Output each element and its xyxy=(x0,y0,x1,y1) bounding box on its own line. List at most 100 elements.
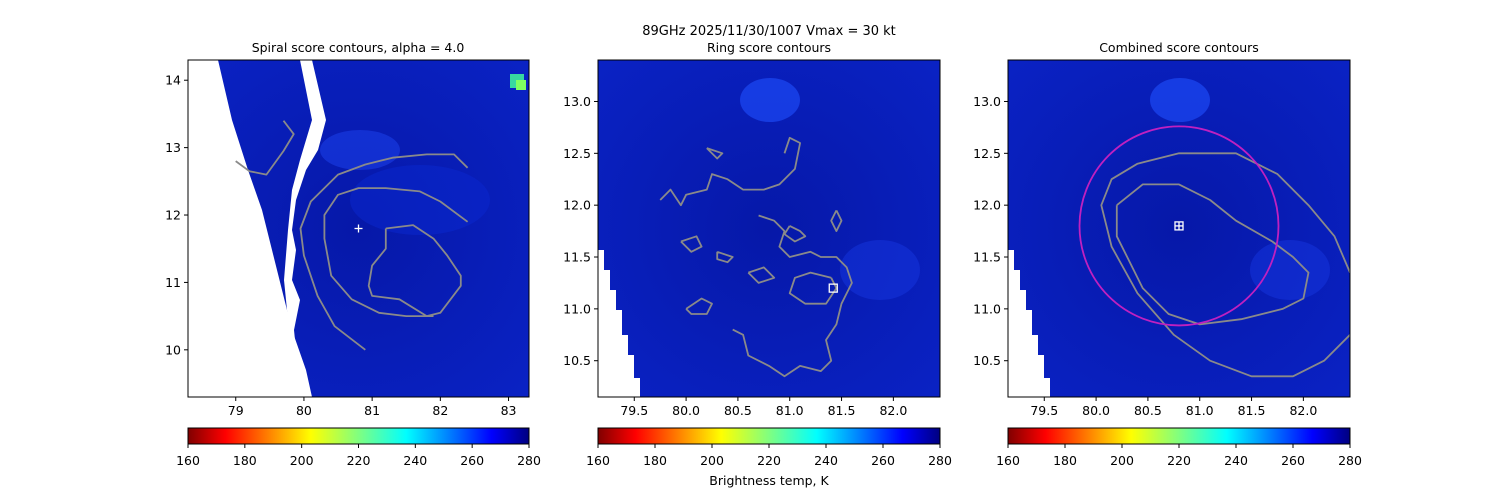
y-axis-ring: 10.5 11.0 11.5 12.0 12.5 13.0 xyxy=(563,94,598,368)
colorbar-tick-label: 280 xyxy=(928,453,952,468)
x-tick-label: 80.5 xyxy=(724,403,752,418)
colorbar-gradient xyxy=(187,427,530,445)
contour-line xyxy=(1100,152,1350,378)
x-tick-label: 79.5 xyxy=(620,403,648,418)
x-tick-label: 81.0 xyxy=(1186,403,1214,418)
colorbar-label: Brightness temp, K xyxy=(709,473,829,488)
colorbar-gradient xyxy=(597,427,941,445)
missing-data-swath xyxy=(1008,250,1050,397)
y-axis-spiral: 10 11 12 13 14 xyxy=(165,73,188,357)
y-tick-label: 11.0 xyxy=(973,301,1001,316)
colorbar-gradient xyxy=(1007,427,1351,445)
contour-line xyxy=(732,214,853,378)
center-marker-ring xyxy=(828,283,838,293)
cold-cloud-patch xyxy=(1250,240,1330,300)
y-axis-combined: 10.5 11.0 11.5 12.0 12.5 13.0 xyxy=(973,94,1008,368)
contour-line xyxy=(830,209,843,232)
x-tick-label: 82.0 xyxy=(1289,403,1317,418)
center-square xyxy=(828,283,838,293)
x-tick-label: 81.0 xyxy=(776,403,804,418)
y-tick-label: 12 xyxy=(165,208,181,223)
contour-set-combined xyxy=(1100,152,1350,378)
panel-ring: Ring score contours 79.5 80.0 80.5 81.0 81.5… xyxy=(563,40,941,418)
panel-title-spiral: Spiral score contours, alpha = 4.0 xyxy=(252,40,465,55)
search-radius-circle xyxy=(1078,125,1280,327)
contour-line xyxy=(685,297,713,315)
missing-data-notch xyxy=(284,60,326,350)
y-tick-label: 11.5 xyxy=(563,250,591,265)
y-tick-label: 13 xyxy=(165,140,181,155)
y-tick-label: 11.5 xyxy=(973,250,1001,265)
x-tick-label: 82.0 xyxy=(879,403,907,418)
warm-pixel-patch xyxy=(516,80,526,90)
x-tick-label: 81.5 xyxy=(828,403,856,418)
colorbar-tick-label: 200 xyxy=(700,453,724,468)
x-axis-spiral: 79 80 81 82 83 xyxy=(228,397,517,418)
colorbar-tick-label: 180 xyxy=(643,453,667,468)
colorbar-tick-label: 240 xyxy=(1224,453,1248,468)
y-tick-label: 10.5 xyxy=(973,353,1001,368)
x-tick-label: 81.5 xyxy=(1238,403,1266,418)
colorbar-tick-label: 260 xyxy=(460,453,484,468)
y-tick-label: 12.5 xyxy=(973,146,1001,161)
x-tick-label: 80 xyxy=(296,403,312,418)
y-tick-label: 10 xyxy=(165,342,181,357)
colorbar-tick-label: 160 xyxy=(176,453,200,468)
missing-data-swath xyxy=(598,250,640,397)
cold-cloud-patch xyxy=(740,78,800,122)
figure-suptitle: 89GHz 2025/11/30/1007 Vmax = 30 kt xyxy=(642,24,896,39)
contour-set-spiral xyxy=(235,120,469,351)
x-axis-ring: 79.5 80.0 80.5 81.0 81.5 82.0 xyxy=(620,397,907,418)
missing-data-swath xyxy=(188,60,312,397)
x-axis-combined: 79.5 80.0 80.5 81.0 81.5 82.0 xyxy=(1030,397,1317,418)
contour-line xyxy=(323,187,469,317)
panel-title-ring: Ring score contours xyxy=(707,40,831,55)
colorbar-spiral: 160 180 200 220 240 260 280 xyxy=(176,427,541,468)
contour-line xyxy=(680,235,703,253)
center-marker-combined xyxy=(1174,221,1184,231)
panel-combined: Combined score contours 79.5 80.0 80.5 81.0… xyxy=(973,40,1351,418)
colorbar-tick-label: 260 xyxy=(871,453,895,468)
contour-line xyxy=(1115,183,1310,326)
contour-line xyxy=(706,147,724,160)
contour-line xyxy=(783,225,807,243)
colorbar-tick-label: 240 xyxy=(814,453,838,468)
contour-line xyxy=(367,224,462,317)
contour-line xyxy=(659,136,801,207)
x-tick-label: 79.5 xyxy=(1030,403,1058,418)
colorbar-tick-label: 280 xyxy=(517,453,541,468)
colorbar-tick-label: 220 xyxy=(1167,453,1191,468)
colorbar-tick-label: 200 xyxy=(290,453,314,468)
colorbar-tick-label: 180 xyxy=(233,453,257,468)
y-tick-label: 11 xyxy=(165,275,181,290)
y-tick-label: 12.0 xyxy=(973,198,1001,213)
center-marker-spiral xyxy=(354,224,363,233)
panel-spiral: Spiral score contours, alpha = 4.0 79 80 8… xyxy=(165,40,530,418)
colorbar-tick-label: 180 xyxy=(1053,453,1077,468)
panel-title-combined: Combined score contours xyxy=(1099,40,1259,55)
x-tick-label: 80.5 xyxy=(1134,403,1162,418)
contour-line xyxy=(235,120,295,176)
colorbar-tick-label: 260 xyxy=(1281,453,1305,468)
colorbar-tick-label: 200 xyxy=(1110,453,1134,468)
axes-frame-spiral xyxy=(187,59,530,398)
axes-frame-ring xyxy=(597,59,941,398)
y-tick-label: 12.0 xyxy=(563,198,591,213)
center-square xyxy=(1174,221,1184,231)
cold-cloud-patch xyxy=(320,130,400,170)
colorbar-tick-label: 280 xyxy=(1338,453,1362,468)
x-tick-label: 79 xyxy=(228,403,244,418)
y-tick-label: 10.5 xyxy=(563,353,591,368)
y-tick-label: 11.0 xyxy=(563,301,591,316)
cold-cloud-patch xyxy=(350,165,490,235)
x-tick-label: 80.0 xyxy=(1082,403,1110,418)
x-tick-label: 83 xyxy=(501,403,517,418)
contour-set-ring xyxy=(659,136,853,378)
contour-line xyxy=(747,266,776,284)
y-tick-label: 12.5 xyxy=(563,146,591,161)
cold-cloud-patch xyxy=(1150,78,1210,122)
colorbar-tick-label: 240 xyxy=(403,453,427,468)
colorbar-tick-label: 160 xyxy=(996,453,1020,468)
colorbar-combined: 160 180 200 220 240 260 280 xyxy=(996,427,1362,468)
